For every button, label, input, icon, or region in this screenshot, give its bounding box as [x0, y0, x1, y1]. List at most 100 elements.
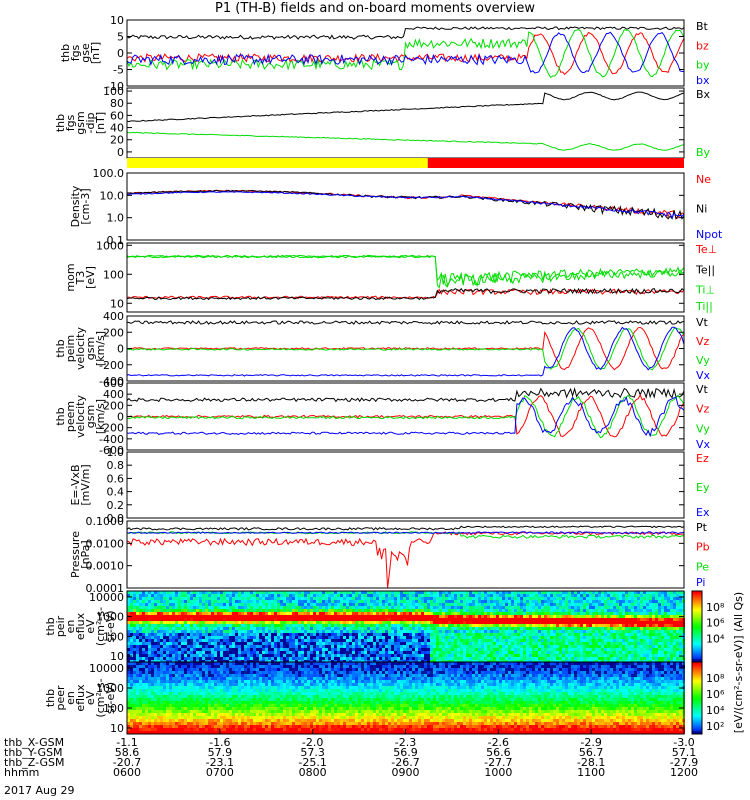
spectrogram-cell [256, 600, 259, 603]
spectrogram-cell [232, 639, 235, 642]
spectrogram-cell [649, 645, 652, 648]
spectrogram-cell [334, 630, 337, 633]
spectrogram-cell [229, 657, 232, 660]
spectrogram-cell [556, 621, 559, 624]
spectrogram-cell [376, 597, 379, 600]
spectrogram-cell [154, 692, 157, 695]
spectrogram-cell [406, 657, 409, 660]
spectrogram-cell [544, 639, 547, 642]
spectrogram-cell [301, 645, 304, 648]
spectrogram-cell [358, 630, 361, 633]
spectrogram-cell [277, 591, 280, 594]
spectrogram-cell [382, 606, 385, 609]
spectrogram-cell [340, 606, 343, 609]
spectrogram-cell [424, 642, 427, 645]
spectrogram-cell [403, 615, 406, 618]
spectrogram-cell [181, 624, 184, 627]
spectrogram-cell [301, 657, 304, 660]
spectrogram-cell [619, 654, 622, 657]
spectrogram-cell [373, 600, 376, 603]
spectrogram-cell [505, 636, 508, 639]
spectrogram-cell [469, 597, 472, 600]
spectrogram-cell [619, 624, 622, 627]
spectrogram-cell [295, 594, 298, 597]
spectrogram-cell [133, 615, 136, 618]
spectrogram-cell [247, 621, 250, 624]
spectrogram-cell [652, 615, 655, 618]
spectrogram-cell [514, 606, 517, 609]
spectrogram-cell [412, 624, 415, 627]
spectrogram-cell [577, 630, 580, 633]
spectrogram-cell [430, 636, 433, 639]
spectrogram-cell [244, 633, 247, 636]
spectrogram-cell [313, 615, 316, 618]
spectrogram-cell [142, 627, 145, 630]
legend-entry: Te|| [695, 263, 715, 276]
spectrogram-cell [586, 654, 589, 657]
spectrogram-cell [574, 645, 577, 648]
spectrogram-cell [157, 633, 160, 636]
spectrogram-cell [241, 639, 244, 642]
spectrogram-cell [619, 609, 622, 612]
spectrogram-cell [250, 618, 253, 621]
spectrogram-cell [154, 645, 157, 648]
spectrogram-cell [616, 648, 619, 651]
spectrogram-cell [133, 731, 136, 734]
spectrogram-cell [151, 654, 154, 657]
spectrogram-cell [523, 654, 526, 657]
spectrogram-cell [319, 600, 322, 603]
spectrogram-cell [424, 609, 427, 612]
spectrogram-cell [145, 630, 148, 633]
spectrogram-cell [541, 618, 544, 621]
spectrogram-cell [544, 642, 547, 645]
spectrogram-cell [292, 642, 295, 645]
spectrogram-cell [244, 624, 247, 627]
spectrogram-cell [487, 639, 490, 642]
spectrogram-cell [568, 597, 571, 600]
spectrogram-cell [217, 591, 220, 594]
spectrogram-cell [421, 651, 424, 654]
spectrogram-cell [574, 615, 577, 618]
spectrogram-cell [127, 719, 130, 722]
spectrogram-cell [142, 680, 145, 683]
spectrogram-cell [190, 630, 193, 633]
spectrogram-cell [178, 627, 181, 630]
spectrogram-cell [508, 633, 511, 636]
spectrogram-cell [310, 657, 313, 660]
spectrogram-cell [556, 606, 559, 609]
spectrogram-cell [265, 600, 268, 603]
spectrogram-cell [265, 630, 268, 633]
spectrogram-cell [133, 618, 136, 621]
spectrogram-cell [472, 627, 475, 630]
spectrogram-cell [307, 651, 310, 654]
spectrogram-cell [214, 597, 217, 600]
spectrogram-cell [463, 606, 466, 609]
spectrogram-cell [298, 657, 301, 660]
spectrogram-cell [676, 591, 679, 594]
spectrogram-cell [418, 645, 421, 648]
spectrogram-cell [136, 612, 139, 615]
spectrogram-cell [613, 636, 616, 639]
spectrogram-cell [631, 609, 634, 612]
spectrogram-cell [277, 615, 280, 618]
spectrogram-cell [133, 633, 136, 636]
spectrogram-cell [451, 606, 454, 609]
spectrogram-cell [175, 621, 178, 624]
spectrogram-cell [133, 701, 136, 704]
spectrogram-cell [301, 654, 304, 657]
spectrogram-cell [271, 618, 274, 621]
spectrogram-cell [358, 657, 361, 660]
spectrogram-cell [649, 606, 652, 609]
spectrogram-cell [412, 627, 415, 630]
spectrogram-cell [436, 627, 439, 630]
spectrogram-cell [166, 639, 169, 642]
spectrogram-cell [190, 627, 193, 630]
spectrogram-cell [448, 591, 451, 594]
spectrogram-cell [532, 630, 535, 633]
spectrogram-cell [616, 621, 619, 624]
spectrogram-cell [196, 648, 199, 651]
spectrogram-cell [196, 600, 199, 603]
spectrogram-cell [130, 698, 133, 701]
spectrogram-cell [283, 648, 286, 651]
y-axis-label: fgs [69, 44, 82, 61]
